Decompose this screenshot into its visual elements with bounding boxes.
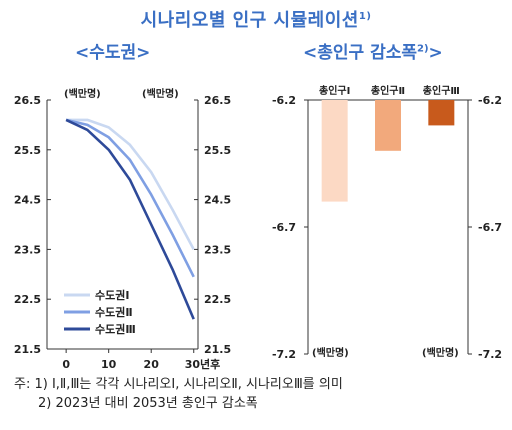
x-tick-label: 10 xyxy=(101,358,117,371)
y-tick-label-right: -7.2 xyxy=(478,348,502,361)
category-label: 총인구Ⅱ xyxy=(371,84,405,97)
legend-label-3: 수도권Ⅲ xyxy=(95,323,136,336)
unit-label-right: (백만명) xyxy=(422,346,459,359)
right-subtitle: <총인구 감소폭2)> xyxy=(303,43,443,63)
y-tick-label-left: 25.5 xyxy=(14,144,41,157)
footnote-1: 주: 1) Ⅰ,Ⅱ,Ⅲ는 각각 시나리오Ⅰ, 시나리오Ⅱ, 시나리오Ⅲ를 의미 xyxy=(14,377,343,392)
y-tick-label-right: 25.5 xyxy=(204,144,231,157)
chart-title: 시나리오별 인구 시뮬레이션1) xyxy=(140,10,372,31)
y-tick-label-right: 22.5 xyxy=(204,293,231,306)
legend-label-1: 수도권Ⅰ xyxy=(95,289,129,302)
series-line-2 xyxy=(65,118,195,278)
y-tick-label-left: 21.5 xyxy=(14,343,41,356)
bar-3 xyxy=(428,100,455,126)
series-line-3 xyxy=(65,118,195,320)
footnotes: 주: 1) Ⅰ,Ⅱ,Ⅲ는 각각 시나리오Ⅰ, 시나리오Ⅱ, 시나리오Ⅲ를 의미 … xyxy=(14,375,343,413)
y-tick-label-right: -6.2 xyxy=(478,94,502,107)
series-line-1 xyxy=(66,118,195,251)
y-tick-label-left: 23.5 xyxy=(14,243,41,256)
x-tick-label: 20 xyxy=(144,358,160,371)
y-tick-label-left: 24.5 xyxy=(14,194,41,207)
y-tick-label-right: 23.5 xyxy=(204,243,231,256)
y-tick-label-right: 26.5 xyxy=(204,94,231,107)
x-tick-label: 30년후 xyxy=(185,357,221,371)
legend-label-2: 수도권Ⅱ xyxy=(95,306,133,319)
category-label: 총인구Ⅰ xyxy=(319,84,350,97)
y-tick-label-left: 26.5 xyxy=(14,94,41,107)
unit-label-left: (백만명) xyxy=(64,87,101,100)
line-chart: 21.5 21.5 22.5 22.5 23.5 23.5 24.5 24.5 25.5 25.5… xyxy=(14,87,231,371)
category-label: 총인구Ⅲ xyxy=(423,84,460,97)
unit-label-left: (백만명) xyxy=(312,346,349,359)
footnote-2: 2) 2023년 대비 2053년 총인구 감소폭 xyxy=(38,396,258,411)
left-subtitle: <수도권> xyxy=(75,43,151,63)
y-tick-label-right: 21.5 xyxy=(204,343,231,356)
y-tick-label-left: -7.2 xyxy=(272,348,296,361)
unit-label-right: (백만명) xyxy=(142,87,179,100)
y-tick-label-left: -6.7 xyxy=(272,221,296,234)
x-tick-label: 0 xyxy=(62,358,70,371)
bar-chart: -6.2 -6.2 -6.7 -6.7 -7.2 -7.2 총인구Ⅰ 총인구Ⅱ 총인구Ⅲ (백만명… xyxy=(272,84,502,361)
y-tick-label-right: 24.5 xyxy=(204,194,231,207)
y-tick-label-right: -6.7 xyxy=(478,221,502,234)
bar-2 xyxy=(375,100,401,151)
y-tick-label-left: 22.5 xyxy=(14,293,41,306)
bar-1 xyxy=(321,100,348,202)
y-tick-label-left: -6.2 xyxy=(272,94,296,107)
